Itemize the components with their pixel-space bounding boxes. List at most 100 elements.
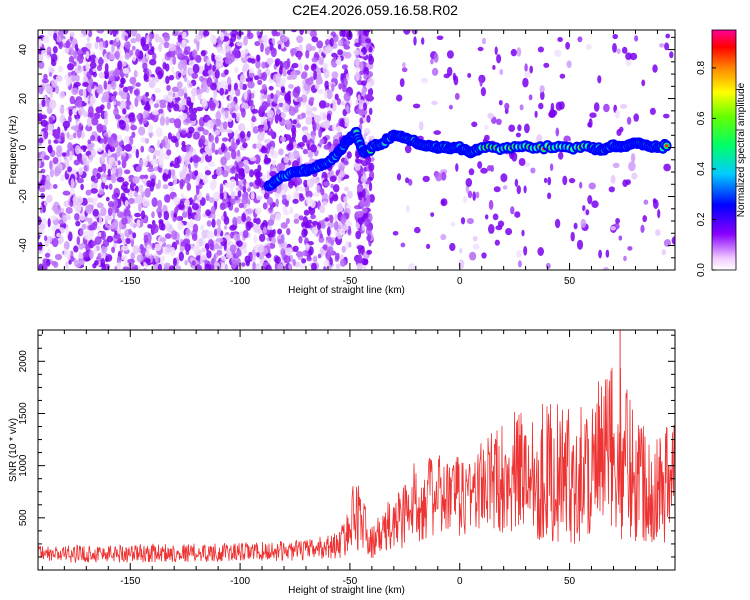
noise-blob [96, 147, 103, 153]
snr-y-tick-label: 500 [18, 509, 29, 526]
noise-blob [183, 177, 191, 184]
noise-blob [57, 30, 64, 38]
noise-blob [280, 78, 286, 88]
noise-blob [293, 218, 300, 224]
noise-blob [156, 139, 161, 148]
noise-blob [214, 69, 220, 79]
noise-blob [360, 80, 368, 86]
noise-blob [130, 124, 138, 131]
noise-blob [223, 211, 227, 218]
noise-blob [89, 249, 94, 260]
noise-blob [363, 258, 369, 266]
noise-blob [322, 46, 330, 55]
noise-blob [72, 132, 77, 139]
noise-blob [67, 166, 72, 173]
noise-blob [305, 190, 313, 199]
noise-blob [177, 72, 182, 78]
noise-blob [418, 121, 424, 131]
noise-blob [100, 207, 107, 217]
noise-blob [402, 62, 406, 68]
noise-blob [76, 128, 82, 139]
noise-blob [292, 119, 297, 125]
noise-blob [38, 103, 43, 112]
noise-blob [282, 67, 286, 76]
noise-blob [325, 119, 330, 128]
colorbar-tick-label: 0.8 [696, 61, 707, 75]
noise-blob [307, 150, 314, 159]
noise-blob [65, 40, 71, 49]
noise-blob [44, 155, 50, 161]
noise-blob [485, 214, 489, 220]
noise-blob [664, 42, 670, 51]
noise-blob [301, 112, 306, 119]
noise-blob [324, 217, 330, 222]
noise-blob [283, 210, 290, 216]
snr-series-layer [38, 330, 675, 563]
noise-blob [322, 112, 327, 121]
noise-blob [516, 185, 521, 195]
noise-blob [323, 144, 331, 150]
noise-blob [271, 159, 277, 166]
noise-blob [213, 191, 221, 200]
noise-blob [337, 49, 343, 56]
noise-blob [117, 101, 121, 106]
noise-blob [237, 160, 244, 169]
noise-blob [277, 98, 285, 104]
noise-blob [291, 131, 296, 140]
noise-blob [54, 166, 61, 176]
noise-blob [292, 245, 299, 252]
noise-blob [317, 88, 325, 95]
noise-blob [364, 218, 371, 228]
noise-blob [121, 245, 129, 251]
noise-blob [286, 194, 292, 201]
noise-blob [346, 190, 353, 199]
noise-blob [280, 112, 287, 119]
noise-blob [70, 125, 78, 131]
noise-blob [329, 214, 334, 223]
noise-blob [276, 163, 283, 173]
noise-blob [396, 173, 402, 181]
noise-blob [82, 88, 87, 99]
noise-blob [593, 102, 600, 112]
noise-blob [216, 249, 223, 256]
noise-blob [55, 75, 63, 82]
noise-blob [66, 149, 70, 157]
noise-blob [188, 67, 194, 74]
noise-blob [46, 194, 53, 203]
noise-blob [536, 134, 543, 144]
snr-x-tick-label: -100 [230, 576, 250, 587]
noise-blob [166, 149, 172, 156]
noise-blob [362, 102, 368, 111]
noise-blob [191, 203, 199, 211]
noise-blob [186, 96, 192, 105]
noise-blob [154, 243, 162, 251]
noise-blob [403, 30, 411, 35]
snr-y-tick-label: 2000 [18, 350, 29, 373]
noise-blob [229, 94, 234, 103]
noise-blob [364, 128, 370, 134]
noise-blob [368, 181, 373, 192]
noise-blob [591, 200, 599, 208]
noise-blob [477, 46, 484, 52]
noise-blob [149, 132, 153, 139]
noise-blob [56, 145, 63, 153]
noise-blob [633, 113, 639, 122]
noise-blob [463, 195, 468, 204]
snr-frame [37, 329, 676, 571]
noise-blob [303, 179, 308, 188]
noise-blob [197, 126, 205, 132]
noise-blob [155, 183, 160, 190]
noise-blob [213, 228, 218, 237]
noise-blob [122, 266, 130, 270]
noise-blob [240, 49, 246, 59]
noise-blob [223, 241, 227, 251]
noise-blob [297, 142, 305, 147]
noise-blob [338, 224, 342, 230]
noise-blob [510, 206, 515, 215]
noise-blob [472, 243, 480, 250]
noise-blob [346, 30, 353, 41]
noise-blob [135, 148, 139, 159]
noise-blob [235, 137, 240, 146]
noise-blob [488, 199, 494, 210]
noise-blob [264, 46, 271, 56]
